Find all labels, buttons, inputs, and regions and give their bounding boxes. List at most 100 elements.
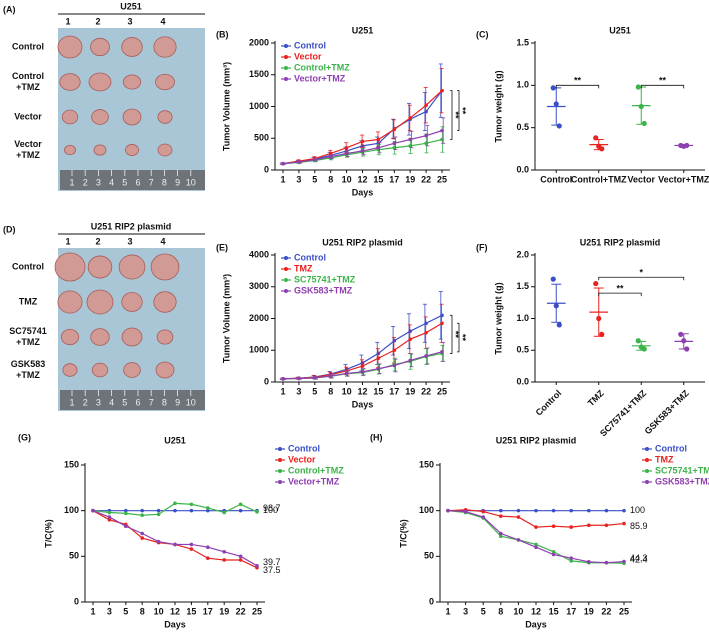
tumor (153, 36, 177, 58)
data-point (392, 127, 397, 132)
y-tick-label: 1500 (249, 69, 269, 79)
x-tick-label: 19 (405, 386, 415, 396)
y-tick-label: 150 (419, 459, 434, 469)
legend-label: Vector (294, 51, 322, 61)
y-axis-label: Tumor Volume (mm³) (221, 274, 231, 363)
y-tick-label: 50 (424, 551, 434, 561)
tumor (122, 108, 142, 126)
legend-label: Vector (288, 454, 316, 464)
x-tick-label: 25 (252, 606, 262, 616)
significance-label: ** (616, 283, 624, 293)
chart-title: U251 (164, 435, 186, 445)
tumor (90, 328, 110, 346)
data-point (107, 515, 112, 519)
column-number: 2 (95, 16, 100, 26)
data-point (392, 348, 397, 353)
data-point (222, 549, 226, 554)
data-point (446, 508, 450, 513)
data-point (360, 139, 365, 144)
ruler-number: 8 (162, 397, 167, 407)
data-point (206, 556, 210, 560)
tumor (121, 292, 143, 312)
tumor (64, 144, 76, 156)
x-tick-label: 8 (328, 386, 333, 396)
data-point (440, 88, 444, 93)
end-label: 39.7 (263, 557, 281, 567)
data-point (376, 145, 381, 150)
chart-title: U251 RIP2 plasmid (322, 237, 403, 247)
x-tick-label: 10 (154, 606, 164, 616)
data-point (641, 346, 647, 352)
x-axis-label: Days (525, 619, 547, 629)
significance-bracket (598, 276, 685, 281)
data-point (551, 549, 556, 554)
y-tick-label: 0 (74, 596, 79, 606)
legend-marker (284, 77, 288, 81)
row-label: +TMZ (16, 337, 40, 347)
tumor (61, 328, 80, 346)
ruler (60, 170, 205, 190)
data-point (440, 321, 444, 326)
legend-label: TMZ (294, 263, 313, 273)
legend-marker (645, 447, 649, 451)
data-point (553, 303, 559, 309)
x-axis-label: Days (352, 399, 374, 409)
row-label: Control (12, 41, 44, 51)
series-line (92, 510, 258, 567)
data-point (622, 521, 626, 526)
panel-label: (C) (476, 29, 489, 39)
data-point (481, 509, 486, 514)
legend-marker (284, 278, 288, 282)
data-point (238, 508, 243, 513)
significance-label: * (639, 268, 643, 278)
data-point (124, 524, 128, 528)
legend-marker (284, 66, 288, 70)
row-label: +TMZ (16, 150, 40, 160)
y-tick-label: 0.5 (516, 122, 529, 132)
legend-label: Vector+TMZ (294, 73, 346, 83)
y-tick-label: 0.0 (516, 376, 529, 386)
x-tick-label: 8 (140, 606, 145, 616)
data-point (587, 560, 591, 564)
x-tick-label: 1 (90, 606, 95, 616)
significance-bracket (598, 292, 642, 297)
x-tick-label: 19 (584, 606, 594, 616)
data-point (622, 508, 626, 513)
x-tick-label: 12 (170, 606, 180, 616)
data-point (534, 542, 538, 547)
data-point (313, 376, 317, 380)
data-point (440, 128, 444, 133)
panel-label: (D) (3, 224, 16, 234)
data-point (238, 502, 243, 507)
data-point (140, 513, 144, 518)
y-tick-label: 1.0 (516, 313, 529, 323)
data-point (376, 366, 381, 371)
legend-marker (645, 458, 649, 462)
data-point (604, 508, 609, 513)
end-label: 42.4 (630, 555, 648, 565)
column-number: 1 (65, 236, 70, 246)
data-point (124, 511, 128, 516)
x-tick-label: 3 (296, 386, 301, 396)
tumor (155, 73, 175, 91)
legend-label: Control (294, 40, 326, 50)
significance-label: ** (659, 76, 667, 86)
legend-label: SC75741+TMZ (294, 274, 356, 284)
x-tick-label: 25 (619, 606, 629, 616)
data-point (424, 330, 428, 335)
data-point (222, 558, 226, 562)
x-tick-label: 17 (389, 174, 399, 184)
column-number: 3 (127, 16, 132, 26)
data-point (587, 508, 591, 513)
tumor (90, 37, 110, 57)
data-point (360, 370, 365, 374)
y-tick-label: 0 (429, 596, 434, 606)
series-line (92, 510, 258, 569)
tumor (91, 109, 109, 125)
ruler-number: 5 (122, 177, 127, 187)
row-label: Control (12, 261, 44, 271)
data-point (344, 371, 349, 376)
row-label: SC75741 (9, 326, 47, 336)
y-tick-label: 1000 (249, 101, 269, 111)
data-point (360, 364, 365, 368)
